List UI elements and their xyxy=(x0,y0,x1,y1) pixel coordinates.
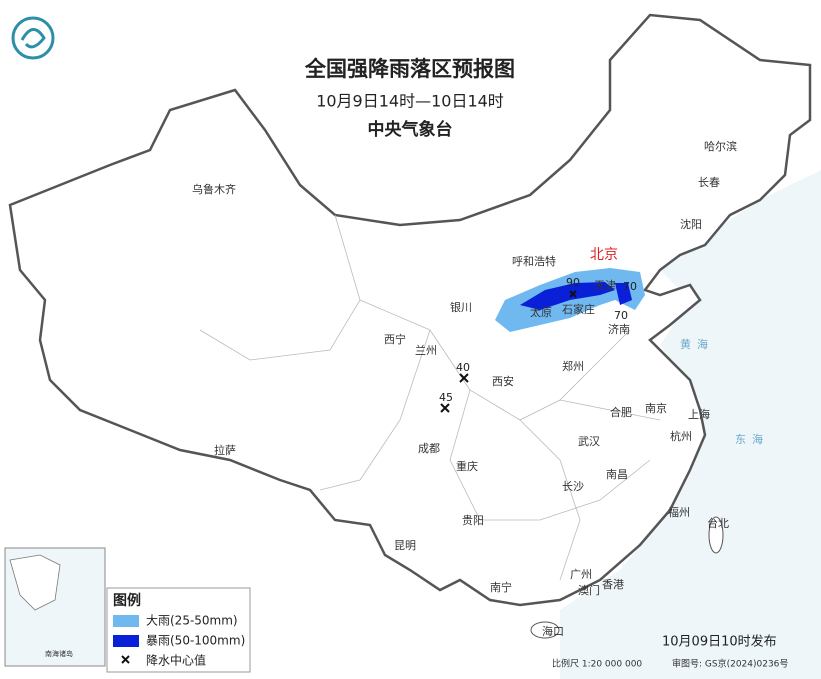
legend-title: 图例 xyxy=(113,592,141,609)
city-label: 太原 xyxy=(530,306,552,319)
sea-area xyxy=(560,170,821,679)
city-label: 长春 xyxy=(698,176,720,189)
inset-land xyxy=(9,554,61,611)
sea-label: 黄海 xyxy=(680,337,714,351)
legend-swatch xyxy=(113,635,139,647)
city-label: 长沙 xyxy=(562,480,584,493)
city-label: 武汉 xyxy=(578,435,600,448)
legend-label: 降水中心值 xyxy=(146,653,206,668)
title: 全国强降雨落区预报图 xyxy=(304,57,515,81)
city-label: 郑州 xyxy=(562,359,584,373)
city-label: 石家庄 xyxy=(562,302,595,316)
city-label: 兰州 xyxy=(415,344,437,357)
city-label: 广州 xyxy=(570,568,592,581)
city-label: 成都 xyxy=(418,442,440,455)
city-label: 香港 xyxy=(602,578,624,591)
legend-swatch xyxy=(113,615,139,627)
city-label: 西安 xyxy=(492,374,514,388)
city-label: 海口 xyxy=(542,624,564,638)
city-label: 哈尔滨 xyxy=(704,139,737,153)
approval: 审图号: GS京(2024)0236号 xyxy=(672,658,788,670)
city-label: 南昌 xyxy=(606,468,628,481)
city-label: 合肥 xyxy=(610,405,632,419)
city-label: 南京 xyxy=(645,401,667,415)
country-outline xyxy=(8,13,812,607)
legend-label: 暴雨(50-100mm) xyxy=(146,634,245,648)
city-label: 杭州 xyxy=(670,429,692,443)
rain-center-value: 45 xyxy=(439,391,453,404)
city-label: 南宁 xyxy=(490,580,512,594)
rain-center-value: 40 xyxy=(456,361,470,374)
rain-center-cross xyxy=(440,290,577,413)
scale: 比例尺 1:20 000 000 xyxy=(552,658,642,670)
taiwan xyxy=(708,516,724,554)
city-label: 拉萨 xyxy=(214,443,236,457)
cities: 乌鲁木齐 哈尔滨 长春 沈阳 呼和浩特 北京 天津 石家庄 太原 济南 银川 西… xyxy=(192,139,737,638)
legend xyxy=(106,587,251,673)
legend-cross xyxy=(121,655,130,664)
issue-time: 10月09日10时发布 xyxy=(662,634,777,650)
subtitle: 10月9日14时—10日14时 xyxy=(316,92,504,111)
issuer: 中央气象台 xyxy=(368,119,453,140)
rain-center-value: 90 xyxy=(566,276,580,289)
city-label: 福州 xyxy=(668,505,690,519)
city-label: 重庆 xyxy=(456,459,478,473)
rain-centers: 90 70 70 40 45 xyxy=(439,276,637,413)
capital-label: 北京 xyxy=(590,247,618,263)
rain-center-value: 70 xyxy=(614,309,628,322)
city-label: 澳门 xyxy=(578,583,600,597)
city-label: 上海 xyxy=(688,407,710,421)
city-label: 沈阳 xyxy=(680,217,702,231)
city-label: 西宁 xyxy=(384,332,406,346)
city-label: 昆明 xyxy=(394,539,416,552)
inset-label: 南海诸岛 xyxy=(45,649,73,658)
city-label: 台北 xyxy=(707,516,729,530)
city-label: 呼和浩特 xyxy=(512,254,556,268)
sea-label: 东海 xyxy=(735,432,769,446)
city-label: 天津 xyxy=(594,279,616,292)
legend-label: 大雨(25-50mm) xyxy=(146,614,238,628)
emblem-mark xyxy=(20,28,46,49)
rain-center-value: 70 xyxy=(623,280,637,293)
city-label: 贵阳 xyxy=(462,514,484,527)
city-label: 济南 xyxy=(608,322,630,336)
province-borders xyxy=(199,214,661,581)
city-label: 乌鲁木齐 xyxy=(192,182,236,196)
city-label: 银川 xyxy=(450,300,472,314)
hainan xyxy=(530,621,560,639)
emblem xyxy=(11,16,55,60)
